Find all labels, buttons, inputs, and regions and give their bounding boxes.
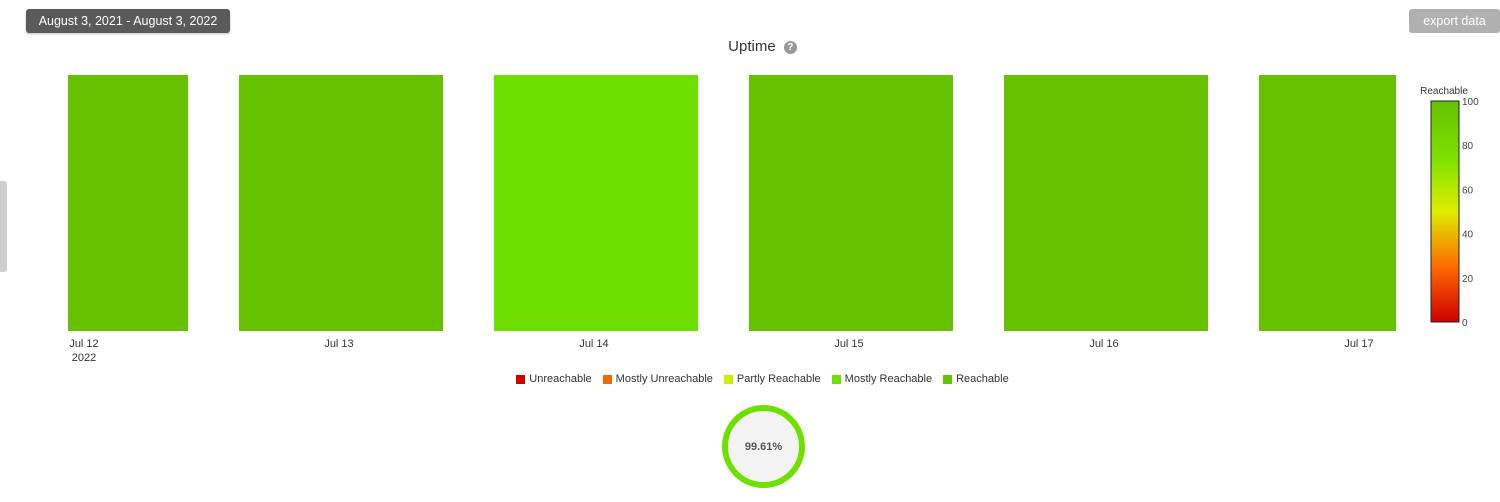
color-axis-tick: 40 — [1462, 230, 1474, 241]
legend-swatch — [831, 374, 841, 384]
legend-label: Mostly Unreachable — [615, 373, 713, 385]
x-axis-labels: Jul 12 Jul 13 Jul 14 Jul 15 Jul 16 Jul 17 2022 — [69, 338, 1373, 364]
legend-label: Unreachable — [529, 373, 592, 385]
help-icon[interactable]: ? — [783, 41, 797, 54]
date-range-button[interactable]: August 3, 2021 - August 3, 2022 — [26, 9, 230, 33]
heatmap-cell[interactable] — [749, 75, 953, 331]
color-axis-tick: 20 — [1462, 274, 1474, 285]
heatmap-cells — [68, 75, 1396, 331]
color-axis-tick: 60 — [1462, 185, 1474, 196]
legend-label: Partly Reachable — [736, 373, 821, 385]
uptime-ring — [722, 405, 805, 488]
chart-title: Uptime — [728, 38, 776, 55]
chart-title-row: Uptime ? — [0, 38, 1500, 55]
chart-legend: Unreachable Mostly Unreachable Partly Reac… — [0, 373, 1500, 385]
legend-label: Mostly Reachable — [844, 373, 933, 385]
x-tick-label: Jul 12 — [69, 338, 98, 350]
x-tick-label: Jul 14 — [579, 338, 608, 350]
legend-swatch — [943, 374, 953, 384]
legend-swatch — [723, 374, 733, 384]
heatmap-cell[interactable] — [239, 75, 443, 331]
uptime-percent: 99.61% — [744, 440, 783, 453]
x-tick-label: Jul 16 — [1089, 338, 1118, 350]
color-axis-tick: 0 — [1462, 318, 1468, 329]
x-tick-label: Jul 17 — [1344, 338, 1373, 350]
color-axis-tick: 80 — [1462, 141, 1474, 152]
legend-item[interactable]: Reachable — [943, 373, 1009, 385]
heatmap-cell[interactable] — [68, 75, 188, 331]
export-data-button[interactable]: export data — [1409, 9, 1500, 33]
uptime-heatmap-chart: Jul 12 Jul 13 Jul 14 Jul 15 Jul 16 Jul 17 2022… — [68, 75, 1479, 364]
color-axis-bar — [1430, 100, 1460, 323]
legend-item[interactable]: Partly Reachable — [723, 373, 821, 385]
legend-swatch — [516, 374, 526, 384]
uptime-summary-donut: 99.61% — [722, 405, 805, 488]
legend-item[interactable]: Mostly Reachable — [831, 373, 933, 385]
heatmap-cell[interactable] — [1004, 75, 1208, 331]
heatmap-cell[interactable] — [494, 75, 698, 331]
heatmap-cell[interactable] — [1259, 75, 1396, 331]
x-tick-label: Jul 15 — [834, 338, 863, 350]
color-axis-title: Reachable — [1420, 86, 1468, 97]
legend-item[interactable]: Unreachable — [516, 373, 592, 385]
legend-label: Reachable — [956, 373, 1009, 385]
legend-swatch — [602, 374, 612, 384]
side-panel-handle[interactable] — [0, 181, 7, 272]
legend-item[interactable]: Mostly Unreachable — [602, 373, 713, 385]
color-axis-tick: 100 — [1462, 97, 1479, 108]
x-tick-label: Jul 13 — [324, 338, 353, 350]
x-year-label: 2022 — [72, 352, 96, 364]
